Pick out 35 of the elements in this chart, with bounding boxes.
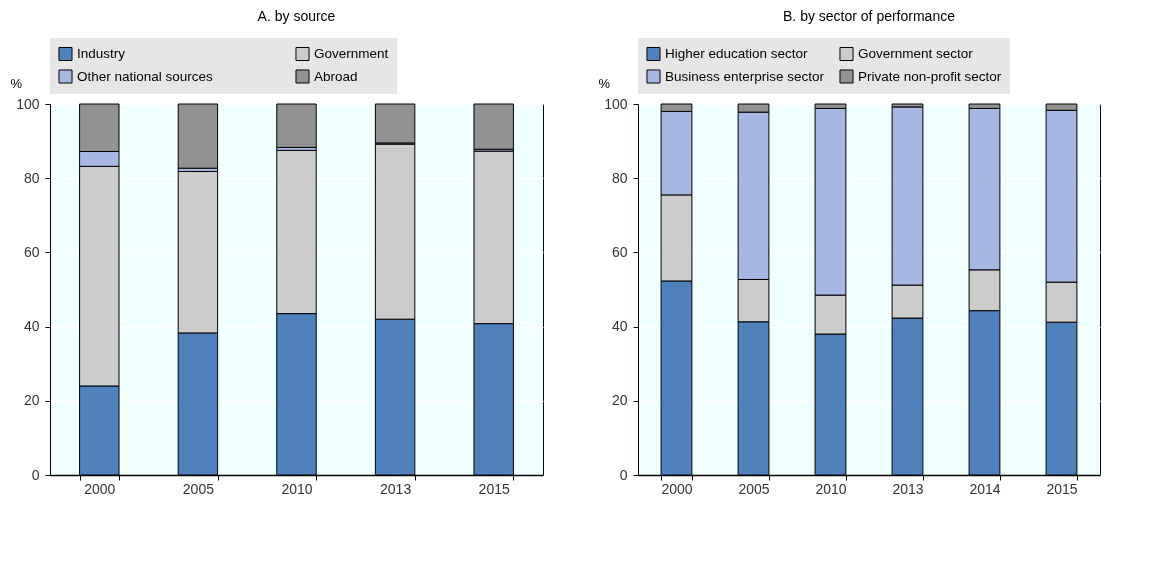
x-tick-label: 2005 [738, 480, 770, 497]
x-tick-label: 2013 [892, 480, 924, 497]
y-tick-label: 60 [611, 243, 628, 260]
legend-label: Abroad [314, 68, 358, 84]
x-tick-label: 2015 [1046, 480, 1078, 497]
x-tick-label: 2013 [380, 480, 412, 497]
y-axis-title: % [10, 75, 23, 91]
x-tick-label: 2005 [182, 480, 215, 497]
legend-label: Private non-profit sector [858, 68, 1002, 84]
x-tick-label: 2010 [815, 480, 847, 497]
y-axis-title: % [598, 75, 611, 91]
y-tick-label: 0 [31, 466, 40, 483]
legend-label: Higher education sector [665, 45, 809, 61]
x-tick-label: 2014 [969, 480, 1001, 497]
y-tick-label: 80 [23, 169, 40, 186]
y-tick-label: 20 [23, 392, 40, 409]
x-tick-label: 2015 [478, 480, 510, 497]
legend-label: Government sector [858, 45, 974, 61]
y-tick-label: 20 [611, 392, 628, 409]
y-tick-label: 100 [16, 95, 40, 112]
chart-title: A. by source [257, 8, 336, 24]
y-tick-label: 60 [23, 243, 40, 260]
legend-label: Government [314, 45, 389, 61]
y-tick-label: 40 [611, 318, 628, 335]
y-tick-label: 0 [619, 466, 628, 483]
y-tick-label: 100 [604, 95, 628, 112]
y-tick-label: 40 [23, 318, 40, 335]
x-tick-label: 2000 [84, 480, 116, 497]
chart-title: B. by sector of performance [783, 8, 956, 24]
y-tick-label: 80 [611, 169, 628, 186]
legend-label: Business enterprise sector [665, 68, 825, 84]
legend-label: Other national sources [77, 68, 214, 84]
legend-label: Industry [77, 45, 126, 61]
x-tick-label: 2010 [281, 480, 313, 497]
x-tick-label: 2000 [661, 480, 693, 497]
